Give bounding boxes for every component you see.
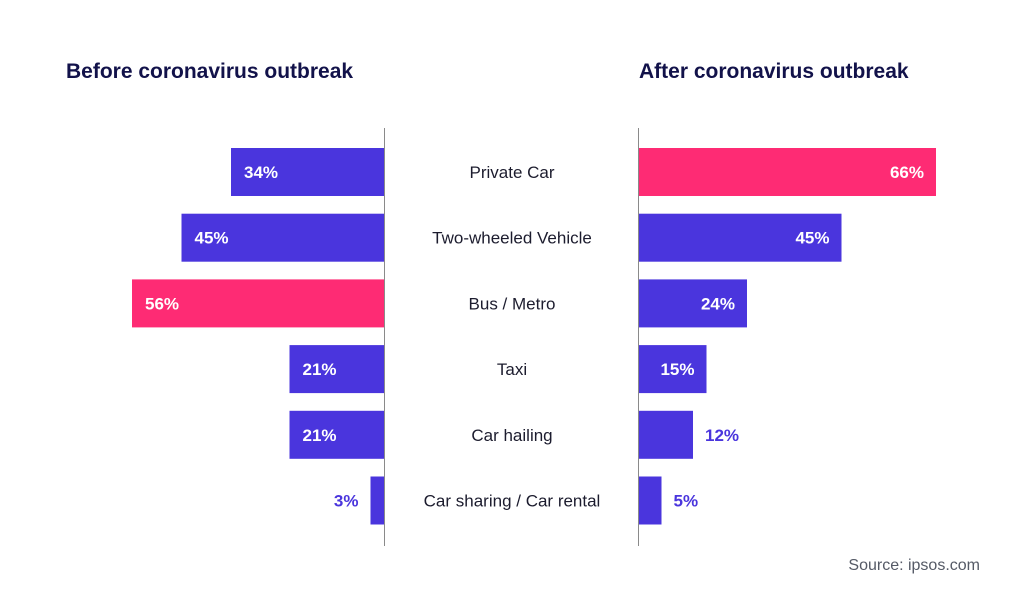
category-label: Private Car — [469, 163, 554, 182]
after-bar — [639, 345, 707, 394]
before-bar — [289, 410, 384, 459]
before-bar — [370, 476, 384, 525]
left-chart-title: Before coronavirus outbreak — [66, 60, 353, 83]
before-bar — [181, 213, 384, 262]
before-bar — [132, 279, 384, 328]
after-bar — [639, 476, 662, 525]
after-value-label: 5% — [674, 492, 699, 511]
category-label: Two-wheeled Vehicle — [432, 229, 592, 248]
before-bar — [231, 148, 384, 196]
after-bar — [639, 148, 936, 196]
before-value-label: 56% — [145, 294, 179, 313]
before-bar — [289, 345, 384, 394]
before-value-label: 3% — [334, 492, 359, 511]
after-value-label: 24% — [701, 294, 735, 313]
category-label: Car sharing / Car rental — [424, 492, 601, 511]
after-value-label: 15% — [660, 360, 694, 379]
before-value-label: 21% — [303, 360, 337, 379]
before-value-label: 34% — [244, 163, 278, 182]
after-value-label: 12% — [705, 426, 739, 445]
after-bar — [639, 410, 693, 459]
before-value-label: 21% — [303, 426, 337, 445]
category-label: Taxi — [497, 360, 527, 379]
source-note: Source: ipsos.com — [848, 557, 980, 574]
category-label: Bus / Metro — [469, 294, 556, 313]
after-bar — [639, 279, 747, 328]
right-chart-title: After coronavirus outbreak — [639, 60, 909, 83]
before-value-label: 45% — [195, 229, 229, 248]
chart-marks: Private Car 34% 66% Two-wheeled Vehicle 45% 4… — [132, 148, 936, 525]
after-value-label: 66% — [890, 163, 924, 182]
after-value-label: 45% — [795, 229, 829, 248]
after-bar — [639, 213, 842, 262]
category-label: Car hailing — [471, 426, 552, 445]
